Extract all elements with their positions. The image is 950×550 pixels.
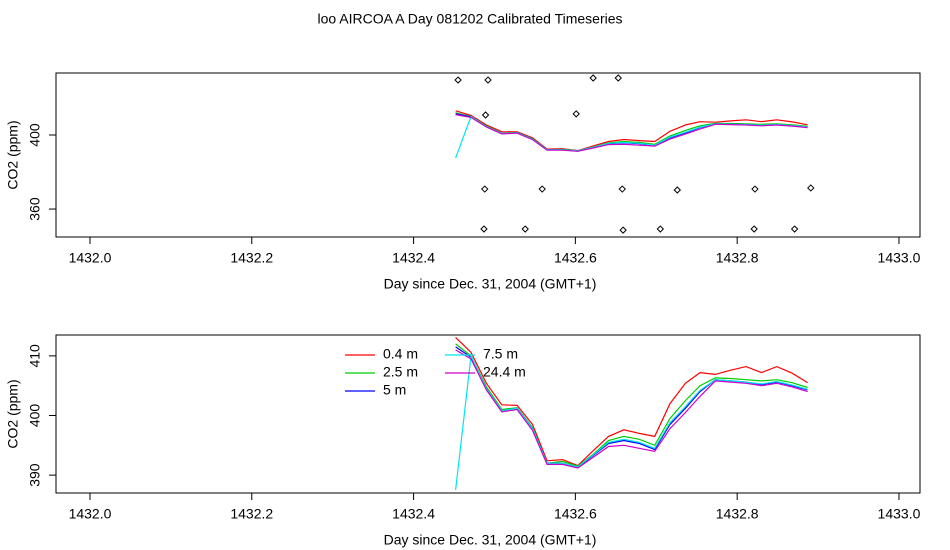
x-tick-label: 1432.2 [230,250,273,266]
point [619,226,627,234]
plot-frame [55,72,921,238]
x-axis-label: Day since Dec. 31, 2004 (GMT+1) [384,276,597,292]
series-line [455,349,808,469]
y-tick-label: 390 [27,463,43,487]
legend-label: 24.4 m [483,364,526,380]
series-line [455,110,808,152]
y-axis-label: CO2 (ppm) [5,379,21,448]
x-tick-label: 1432.8 [716,506,759,522]
point [481,111,490,119]
legend-label: 5 m [383,382,406,398]
legend-label: 2.5 m [383,364,418,380]
point [481,185,489,193]
point [673,186,682,194]
point [790,225,799,233]
point [750,225,758,233]
point [521,225,529,233]
legend-label: 7.5 m [483,346,518,362]
point [572,110,580,118]
point [807,184,815,192]
point [751,185,759,193]
series-line [455,343,808,467]
x-tick-label: 1433.0 [878,506,921,522]
point [480,225,488,233]
series-line [455,353,808,491]
legend-label: 0.4 m [383,346,418,362]
x-tick-label: 1432.0 [69,250,112,266]
y-tick-label: 400 [27,123,43,147]
x-tick-label: 1432.6 [554,250,597,266]
x-tick-label: 1432.6 [554,506,597,522]
point [589,74,597,82]
chart-title: loo AIRCOA A Day 081202 Calibrated Times… [317,11,622,27]
point [538,185,546,193]
point [618,185,626,193]
x-tick-label: 1432.0 [69,506,112,522]
y-tick-label: 410 [27,344,43,368]
series-line [455,114,808,152]
x-axis-label: Day since Dec. 31, 2004 (GMT+1) [384,532,597,548]
x-tick-label: 1432.4 [392,250,435,266]
y-tick-label: 400 [27,404,43,428]
point [614,74,622,82]
x-tick-label: 1433.0 [878,250,921,266]
plot-frame [55,334,921,494]
point [454,76,462,84]
x-tick-label: 1432.2 [230,506,273,522]
point [656,225,665,233]
x-tick-label: 1432.8 [716,250,759,266]
series-line [455,336,808,467]
point [484,76,492,84]
y-axis-label: CO2 (ppm) [5,120,21,189]
y-tick-label: 360 [27,197,43,221]
x-tick-label: 1432.4 [392,506,435,522]
